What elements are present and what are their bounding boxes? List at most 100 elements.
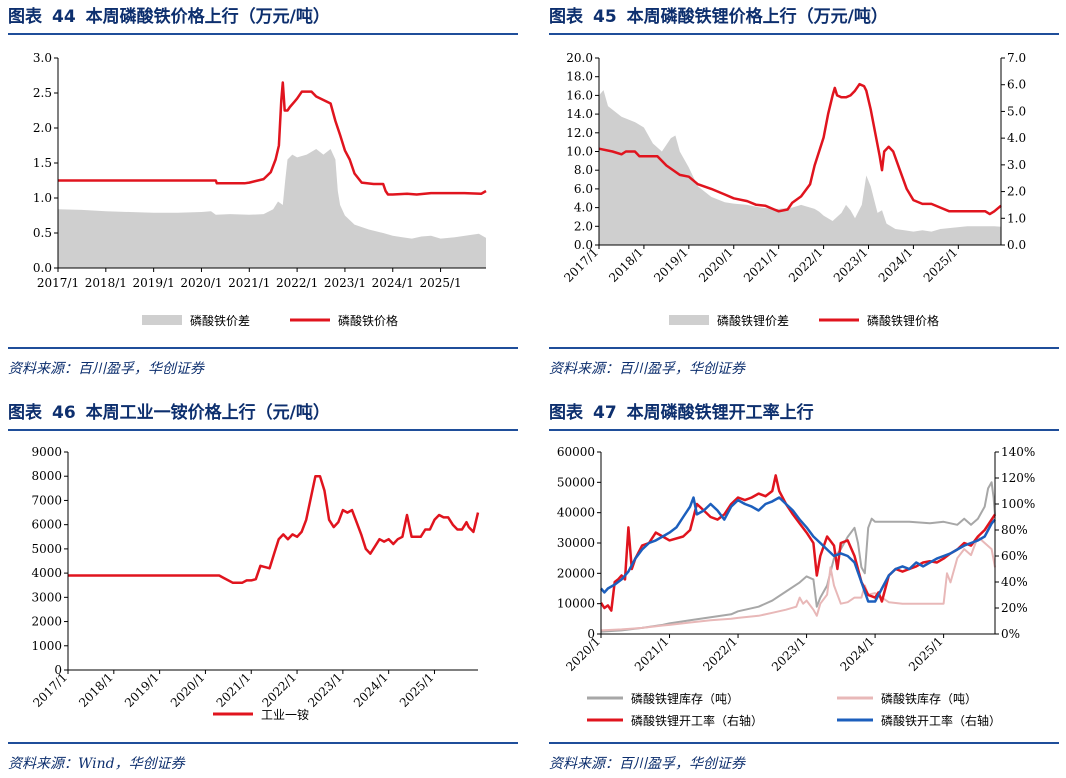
source-note: 资料来源：百川盈孚，华创证券 [549,361,745,377]
x-tick-label: 2017/1 [37,276,79,290]
y-tick-label: 0 [587,627,595,641]
y2-tick-label: 120% [1001,471,1035,485]
y-tick-label: 1000 [31,639,62,653]
y-tick-label: 0.0 [574,238,593,252]
x-tick-label: 2018/1 [76,670,116,710]
x-tick-label: 2020/1 [180,276,222,290]
y2-tick-label: 40% [1001,575,1028,589]
x-tick-label: 2019/1 [133,276,175,290]
legend-label: 磷酸铁锂价格 [867,313,939,328]
x-tick-label: 2021/1 [228,276,270,290]
y2-tick-label: 4.0 [1007,131,1026,145]
y2-tick-label: 0.0 [1007,238,1026,252]
x-tick-label: 2022/1 [259,670,299,710]
x-tick-label: 2020/1 [168,670,208,710]
y-tick-label: 10.0 [566,145,593,159]
x-tick-label: 2021/1 [632,634,672,674]
y-tick-label: 20.0 [566,51,593,65]
title-text: 本周磷酸铁价格上行（万元/吨） [85,7,330,27]
title-text: 本周工业一铵价格上行（元/吨） [85,403,330,423]
title-number: 45 [593,7,617,27]
x-tick-label: 2023/1 [324,276,366,290]
y2-tick-label: 80% [1001,523,1028,537]
title-number: 46 [52,403,76,423]
chart-title: 图表 45 本周磷酸铁锂价格上行（万元/吨） [549,2,1059,32]
title-number: 44 [52,7,76,27]
x-tick-label: 2025/1 [397,670,437,710]
y-tick-label: 3.0 [33,51,52,65]
y-tick-label: 2.5 [33,86,52,100]
legend-label: 磷酸铁库存（吨） [881,691,977,706]
x-tick-label: 2019/1 [651,245,691,285]
y-tick-label: 40000 [557,506,595,520]
y-tick-label: 20000 [557,566,595,580]
bottom-rule [8,347,518,349]
legend-label: 磷酸铁锂价差 [717,313,789,328]
y-tick-label: 8.0 [574,163,593,177]
y2-tick-label: 1.0 [1007,211,1026,225]
x-tick-label: 2024/1 [837,634,877,674]
y-tick-label: 50000 [557,475,595,489]
y-tick-label: 6000 [31,518,62,532]
chart-title: 图表 44 本周磷酸铁价格上行（万元/吨） [8,2,518,32]
y2-tick-label: 100% [1001,497,1035,511]
y2-tick-label: 20% [1001,601,1028,615]
x-tick-label: 2024/1 [351,670,391,710]
legend-label: 磷酸铁锂库存（吨） [631,691,739,706]
y-tick-label: 60000 [557,445,595,459]
y-tick-label: 0.5 [33,226,52,240]
panel-chart-47: 图表 47 本周磷酸铁锂开工率上行 0 10000 20000 30000 40000 500… [549,398,1059,776]
legend-swatch [142,315,182,325]
y-tick-label: 10000 [557,597,595,611]
chart-title: 图表 46 本周工业一铵价格上行（元/吨） [8,398,518,428]
chart-title: 图表 47 本周磷酸铁锂开工率上行 [549,398,1059,428]
y2-tick-label: 3.0 [1007,158,1026,172]
title-rule [549,429,1059,431]
panel-chart-46: 图表 46 本周工业一铵价格上行（元/吨） 0 1000 2000 3000 4000 500… [8,398,518,776]
x-tick-label: 2023/1 [305,670,345,710]
source-note: 资料来源：百川盈孚，华创证券 [8,361,204,377]
y-tick-label: 0.0 [33,261,52,275]
x-tick-label: 2023/1 [769,634,809,674]
y-tick-label: 16.0 [566,88,593,102]
y-tick-label: 4000 [31,566,62,580]
y-tick-label: 2.0 [33,121,52,135]
title-prefix: 图表 [8,403,42,423]
y-tick-label: 1.5 [33,156,52,170]
y-tick-label: 4.0 [574,201,593,215]
chart-46-plot: 0 1000 2000 3000 4000 5000 6000 7000 8000 9000 201… [30,445,480,722]
y2-tick-label: 0% [1001,627,1020,641]
series-area-1 [599,90,1001,245]
source-note: 资料来源：Wind，华创证券 [8,756,185,772]
x-tick-label: 2025/1 [906,634,946,674]
chart-45-plot: 0.0 2.0 4.0 6.0 8.0 10.0 12.0 14.0 16.0 18.0 20.0 0… [561,51,1026,328]
title-rule [8,429,518,431]
x-tick-label: 2021/1 [741,245,781,285]
series-line-4 [600,496,996,603]
panel-chart-44: 图表 44 本周磷酸铁价格上行（万元/吨） 0.0 0.5 1.0 1.5 2.0 2.5 3.… [8,2,518,382]
chart-44-plot: 0.0 0.5 1.0 1.5 2.0 2.5 3.0 2017/1 2018/1 2019/1 2… [33,51,487,328]
panel-chart-45: 图表 45 本周磷酸铁锂价格上行（万元/吨） 0.0 2.0 4.0 6.0 8.0 10.0… [549,2,1059,382]
x-tick-label: 2023/1 [831,245,871,285]
x-tick-label: 2021/1 [214,670,254,710]
y-tick-label: 9000 [31,445,62,459]
x-tick-label: 2024/1 [876,245,916,285]
y-tick-label: 30000 [557,536,595,550]
series-line-3 [599,474,997,612]
source-note: 资料来源：百川盈孚，华创证券 [549,756,745,772]
y-tick-label: 7000 [31,493,62,507]
bottom-rule [549,347,1059,349]
y-tick-label: 14.0 [566,107,593,121]
y-tick-label: 8000 [31,469,62,483]
y2-tick-label: 140% [1001,445,1035,459]
series-line-2 [600,535,996,632]
y-tick-label: 18.0 [566,70,593,84]
x-tick-label: 2020/1 [696,245,736,285]
x-tick-label: 2020/1 [563,634,603,674]
x-tick-label: 2019/1 [122,670,162,710]
y2-tick-label: 60% [1001,549,1028,563]
title-prefix: 图表 [549,403,583,423]
x-tick-label: 2024/1 [372,276,414,290]
legend-label: 磷酸铁锂开工率（右轴） [631,713,763,728]
y-tick-label: 1.0 [33,191,52,205]
